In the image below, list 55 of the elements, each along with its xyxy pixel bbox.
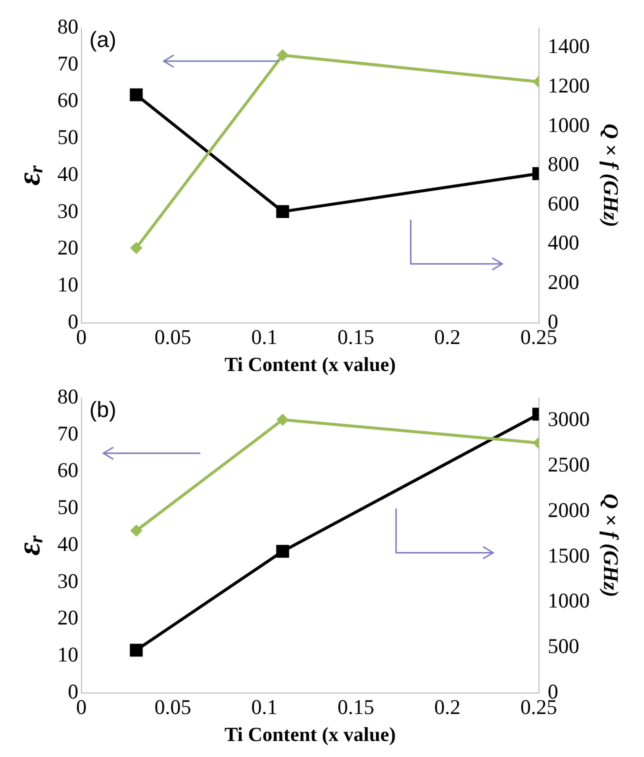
y2-tick-label: 2000 — [548, 498, 590, 522]
y-tick-label: 40 — [57, 162, 78, 186]
y2-tick-label: 1500 — [548, 543, 590, 568]
x-tick-label: 0.1 — [251, 694, 278, 719]
y-tick-label: 0 — [68, 679, 78, 704]
y-tick-label: 60 — [57, 88, 78, 112]
y-tick-label: 20 — [57, 606, 78, 630]
y2-axis-title: Q × f (GHz) — [598, 494, 623, 598]
y-tick-label: 80 — [57, 384, 78, 409]
x-axis-title: Ti Content (x value) — [224, 354, 396, 376]
x-tick-label: 0.2 — [434, 694, 460, 719]
y-tick-label: 70 — [57, 51, 78, 76]
y2-tick-label: 1200 — [548, 73, 590, 98]
y2-axis-title: Q × f (GHz) — [598, 124, 623, 228]
y-tick-label: 20 — [57, 236, 78, 260]
y2-tick-label: 200 — [548, 270, 580, 294]
point — [276, 544, 290, 558]
y-tick-label: 40 — [57, 532, 78, 556]
x-tick-label: 0.05 — [154, 694, 192, 719]
y-tick-label: 60 — [57, 458, 78, 482]
x-tick-label: 0.05 — [154, 324, 192, 349]
y2-tick-label: 500 — [548, 634, 580, 658]
y2-tick-label: 1000 — [548, 112, 590, 137]
y-tick-label: 50 — [57, 125, 78, 150]
y-axis-title: εᵣ — [10, 534, 46, 556]
x-tick-label: 0.2 — [434, 324, 460, 349]
y-tick-label: 80 — [57, 14, 78, 39]
annotation: (b) — [89, 397, 116, 422]
y2-tick-label: 1400 — [548, 34, 590, 58]
point — [130, 242, 142, 254]
annotation: (a) — [89, 27, 116, 52]
point — [277, 414, 288, 426]
y-tick-label: 10 — [57, 272, 78, 296]
y-tick-label: 50 — [57, 495, 78, 520]
x-tick-label: 0.1 — [251, 324, 278, 349]
y2-tick-label: 600 — [548, 191, 580, 216]
point — [130, 525, 142, 536]
y2-tick-label: 2500 — [548, 452, 590, 477]
y2-tick-label: 800 — [548, 152, 580, 176]
point — [130, 644, 143, 657]
y-tick-label: 0 — [68, 309, 78, 334]
x-axis-title: Ti Content (x value) — [224, 724, 396, 746]
y-axis-title: εᵣ — [10, 164, 46, 186]
y2-tick-label: 3000 — [548, 407, 590, 432]
y2-tick-label: 1000 — [548, 588, 590, 613]
point — [130, 88, 143, 102]
y-tick-label: 30 — [57, 568, 78, 593]
x-tick-label: 0.15 — [337, 694, 374, 719]
y-tick-label: 70 — [57, 421, 78, 446]
y-tick-label: 10 — [57, 642, 78, 666]
point — [276, 205, 290, 218]
y-tick-label: 30 — [57, 198, 78, 223]
y2-tick-label: 400 — [548, 230, 580, 255]
x-tick-label: 0.15 — [337, 324, 374, 349]
point — [277, 50, 288, 61]
